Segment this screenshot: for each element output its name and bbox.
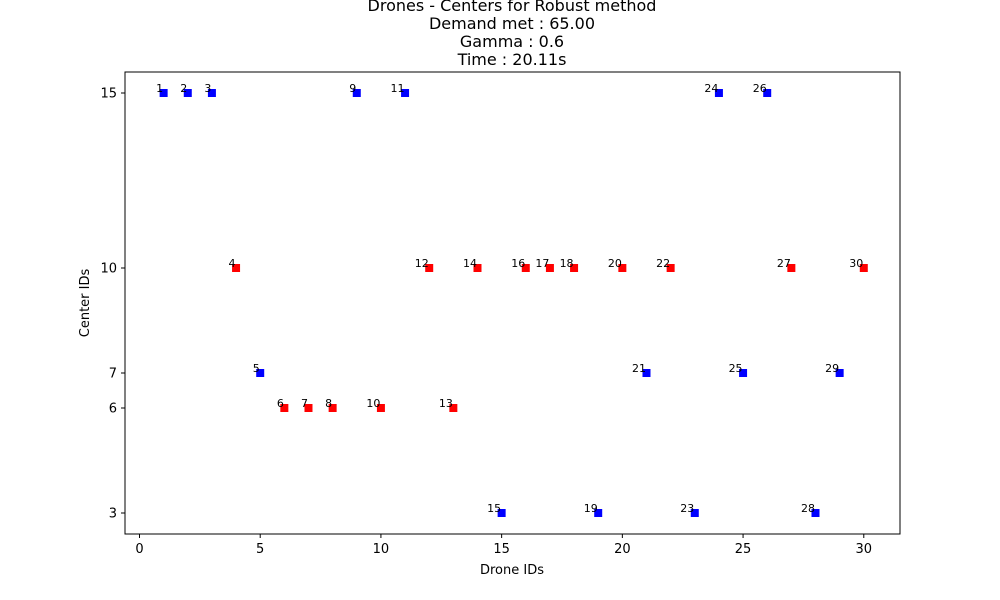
data-point-label: 17 [535,257,549,270]
x-tick-label: 10 [373,542,390,557]
data-point-label: 1 [156,82,163,95]
data-point-marker [401,89,410,97]
y-tick-label: 15 [100,87,117,102]
data-point-marker [763,89,772,97]
data-point-label: 25 [729,362,743,375]
data-point-marker [159,89,168,97]
data-point-label: 29 [825,362,839,375]
data-point-label: 26 [753,82,767,95]
x-tick-label: 15 [493,542,510,557]
chart-title-line-2: Demand met : 65.00 [429,14,595,33]
x-tick-label: 25 [735,542,752,557]
data-point-label: 3 [204,82,211,95]
data-point-marker [666,264,675,272]
data-point-marker [545,264,554,272]
data-point-label: 19 [584,502,598,515]
data-point-label: 10 [366,397,380,410]
data-point-marker [642,369,651,377]
chart-title-line-1: Drones - Centers for Robust method [368,0,657,15]
data-point-marker [521,264,530,272]
data-point-label: 8 [325,397,332,410]
data-point-marker [304,404,313,412]
data-point-marker [618,264,627,272]
data-point-label: 4 [229,257,236,270]
data-point-marker [497,509,506,517]
data-point-marker [328,404,337,412]
data-point-label: 21 [632,362,646,375]
chart-title-line-4: Time : 20.11s [457,50,567,69]
data-point-marker [811,509,820,517]
data-point-marker [594,509,603,517]
data-point-marker [449,404,458,412]
data-point-marker [473,264,482,272]
data-point-label: 30 [849,257,863,270]
x-axis-label: Drone IDs [480,563,544,578]
data-point-label: 24 [704,82,718,95]
y-tick-label: 3 [109,507,117,522]
data-point-marker [376,404,385,412]
data-point-marker [690,509,699,517]
x-tick-label: 5 [256,542,264,557]
data-points [159,89,868,517]
data-point-marker [570,264,579,272]
data-point-label: 12 [415,257,429,270]
data-point-label: 13 [439,397,453,410]
x-tick-label: 30 [856,542,873,557]
data-point-marker [280,404,289,412]
data-point-label: 16 [511,257,525,270]
data-point-label: 9 [349,82,356,95]
data-point-marker [352,89,361,97]
data-point-label: 28 [801,502,815,515]
data-point-marker [207,89,216,97]
data-point-label: 2 [180,82,187,95]
chart-title-line-3: Gamma : 0.6 [460,32,564,51]
y-axis-label: Center IDs [78,269,93,338]
data-point-marker [256,369,265,377]
data-point-label: 20 [608,257,622,270]
data-point-label: 14 [463,257,477,270]
data-point-marker [859,264,868,272]
data-point-label: 11 [391,82,405,95]
data-point-label: 27 [777,257,791,270]
y-tick-label: 6 [109,402,117,417]
data-point-label: 5 [253,362,260,375]
data-point-marker [739,369,748,377]
data-point-marker [835,369,844,377]
x-tick-label: 20 [614,542,631,557]
y-axis: 3 6 7 10 15 [100,87,125,522]
x-tick-label: 0 [135,542,143,557]
plot-area [124,71,901,535]
x-axis: 0 5 10 15 20 25 30 [135,534,872,557]
y-tick-label: 7 [109,367,117,382]
y-tick-label: 10 [100,262,117,277]
chart-title: Drones - Centers for Robust method Deman… [368,0,657,69]
data-point-marker [425,264,434,272]
data-point-marker [183,89,192,97]
data-point-label: 18 [560,257,574,270]
data-point-label: 22 [656,257,670,270]
data-point-label: 7 [301,397,308,410]
data-point-marker [714,89,723,97]
data-point-marker [232,264,241,272]
data-point-label: 23 [680,502,694,515]
data-point-label: 6 [277,397,284,410]
data-point-marker [787,264,796,272]
data-point-label: 15 [487,502,501,515]
